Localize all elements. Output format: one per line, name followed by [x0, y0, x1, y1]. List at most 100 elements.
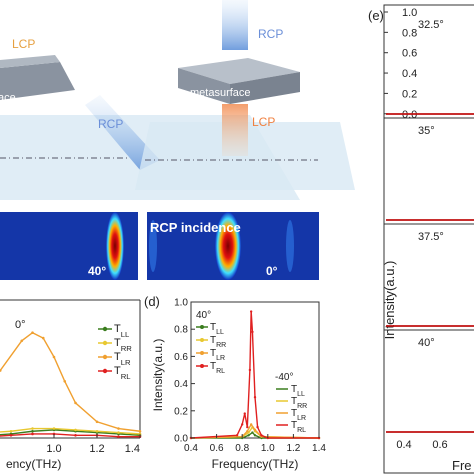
panel-c-legend-marker	[102, 354, 108, 360]
panel-d-point-t-ll	[251, 431, 254, 434]
panel-d-legend-pos-label: TLL	[210, 322, 224, 336]
panel-c-point-t-lr	[52, 355, 56, 359]
panel-c-x-tick-label: 1.2	[89, 443, 104, 455]
panel-c-point-t-rr	[74, 428, 77, 432]
panel-c-point-t-rr	[52, 427, 56, 430]
panel-d-point-t-rl	[249, 310, 253, 313]
panel-d-x-label: Frequency(THz)	[212, 457, 299, 471]
panel-d-label: (d)	[144, 294, 160, 309]
panel-d-point-t-rl	[248, 368, 252, 372]
panel-d-legend-pos-marker	[200, 364, 204, 368]
left-hotspot	[106, 212, 124, 280]
panel-e-angle-label: 40°	[418, 337, 435, 349]
panel-d-y-tick-label: 1.0	[174, 298, 188, 309]
panel-d-point-t-rl	[241, 423, 244, 426]
panel-d-point-t-lr	[246, 430, 249, 433]
panel-d-y-tick-label: 0.0	[174, 434, 188, 445]
panel-d-legend-pos-label: TRL	[210, 361, 225, 375]
panel-d-y-tick-label: 0.4	[174, 379, 188, 390]
panel-c-point-t-rr	[9, 429, 13, 433]
field-map-right: RCP incidence 0°	[147, 212, 319, 280]
panel-d-legend-pos-label: TRR	[210, 335, 226, 349]
panel-c-legend-marker	[102, 368, 108, 374]
panel-c-legend-label: TLL	[114, 323, 130, 339]
panel-c-point-t-rr	[95, 429, 99, 433]
panel-d-legend-neg-label: TRL	[291, 420, 306, 434]
panel-d-y-tick-label: 0.6	[174, 352, 188, 363]
panel-e-angle-label: 35°	[418, 125, 435, 137]
panel-d-legend-neg-label: TRR	[291, 396, 307, 410]
panel-d-x-tick-label: 0.8	[235, 443, 249, 454]
panel-d-point-t-rl	[246, 425, 249, 429]
panel-e-angle-label: 32.5°	[418, 19, 444, 31]
right-surface-label: metasurface	[190, 87, 251, 99]
panel-d-x-tick-label: 1.4	[312, 443, 326, 454]
panel-e-subplots: 32.5° 35° 37.5° 40°	[384, 19, 474, 433]
panel-e-x-ticks: 0.4 0.6	[396, 439, 447, 451]
right-incident-beam	[222, 0, 248, 50]
panel-c-point-t-lr	[138, 429, 142, 433]
panel-c-x-tick-label: 1.4	[125, 443, 140, 455]
panel-c-legend-label: TLR	[114, 351, 131, 367]
right-field-title: RCP incidence	[150, 220, 241, 235]
left-reflected-beam	[85, 95, 160, 170]
panel-e-frame	[383, 4, 474, 474]
right-transmitted-label: LCP	[252, 115, 275, 129]
panel-e-y-ticks: 1.00.80.60.40.20.0	[384, 7, 417, 121]
panel-c-point-t-rr	[31, 427, 34, 430]
panel-c-legend-marker	[102, 340, 108, 346]
panel-c-point-t-rl	[52, 432, 56, 436]
panel-d-series	[189, 310, 321, 440]
panel-d-y-label: Intensity(a.u.)	[151, 339, 165, 412]
panel-d-point-t-rl	[243, 412, 246, 415]
panel-d-point-t-lr	[253, 428, 257, 432]
panel-c-legend-label: TRL	[114, 365, 131, 381]
panel-e-y-tick-label: 0.8	[402, 27, 417, 39]
panel-c-point-t-ll	[31, 429, 34, 433]
panel-c-legend-label: TRR	[114, 337, 132, 353]
panel-d-y-tick-label: 0.2	[174, 406, 188, 417]
panel-d-point-t-rl	[251, 330, 254, 334]
panel-d-point-t-ll	[253, 434, 257, 437]
panel-d-point-t-ll	[247, 434, 250, 437]
panel-e-x-tick-label: 0.4	[396, 439, 411, 451]
panel-c-point-t-rl	[31, 432, 34, 436]
panel-d-legend-neg-label: TLL	[291, 384, 305, 398]
panel-e-y-tick-label: 0.6	[402, 48, 417, 60]
panel-d-legend-neg-label: TLR	[291, 408, 306, 422]
field-map-left: 40°	[0, 212, 138, 280]
panel-c-point-t-rr	[138, 432, 142, 436]
panel-c-point-t-lr	[41, 336, 45, 340]
panel-d-x-tick-label: 0.6	[210, 443, 224, 454]
left-incident-label: LCP	[12, 37, 35, 51]
left-metasurface-block	[0, 62, 75, 100]
panel-d-x-ticks: 0.4 0.6 0.8 1.0 1.2 1.4	[184, 434, 326, 454]
right-angle-label: 0°	[266, 264, 278, 278]
panel-c-point-t-lr	[31, 331, 34, 335]
left-angle-label: 40°	[88, 264, 106, 278]
panel-d-legend-pos-label: TLR	[210, 348, 225, 362]
panel-d-frame	[190, 301, 320, 439]
panel-c-point-t-lr	[95, 420, 99, 424]
panel-c-point-t-lr	[117, 427, 120, 430]
panel-c-x-tick-label: 1.0	[46, 443, 61, 455]
panel-d-x-tick-label: 0.4	[184, 443, 198, 454]
panel-d-legend-pos-marker	[200, 351, 204, 355]
right-hotspot	[215, 212, 241, 280]
panel-d-point-t-rl	[235, 434, 239, 437]
panel-e-y-tick-label: 1.0	[402, 7, 417, 19]
panel-c-x-label: ency(THz)	[6, 457, 61, 471]
panel-c-line-t-lr	[0, 331, 141, 432]
panel-e: (e) Intensity(a.u.) 1.00.80.60.40.20.0 3…	[368, 4, 474, 474]
panel-d-point-t-rl	[260, 434, 263, 437]
panel-d-x-tick-label: 1.0	[261, 443, 275, 454]
panel-d: (d) Intensity(a.u.) 0.4 0.6 0.8 1.0 1.2 1.4 0…	[144, 294, 326, 471]
panel-e-x-tick-label: 0.6	[432, 439, 447, 451]
panel-d-point-t-lr	[249, 423, 253, 426]
panel-d-neg-angle: -40°	[275, 372, 293, 383]
panel-c-point-t-rl	[74, 434, 77, 437]
left-surface-label: ace	[0, 92, 16, 104]
panel-c-point-t-rl	[9, 434, 13, 437]
